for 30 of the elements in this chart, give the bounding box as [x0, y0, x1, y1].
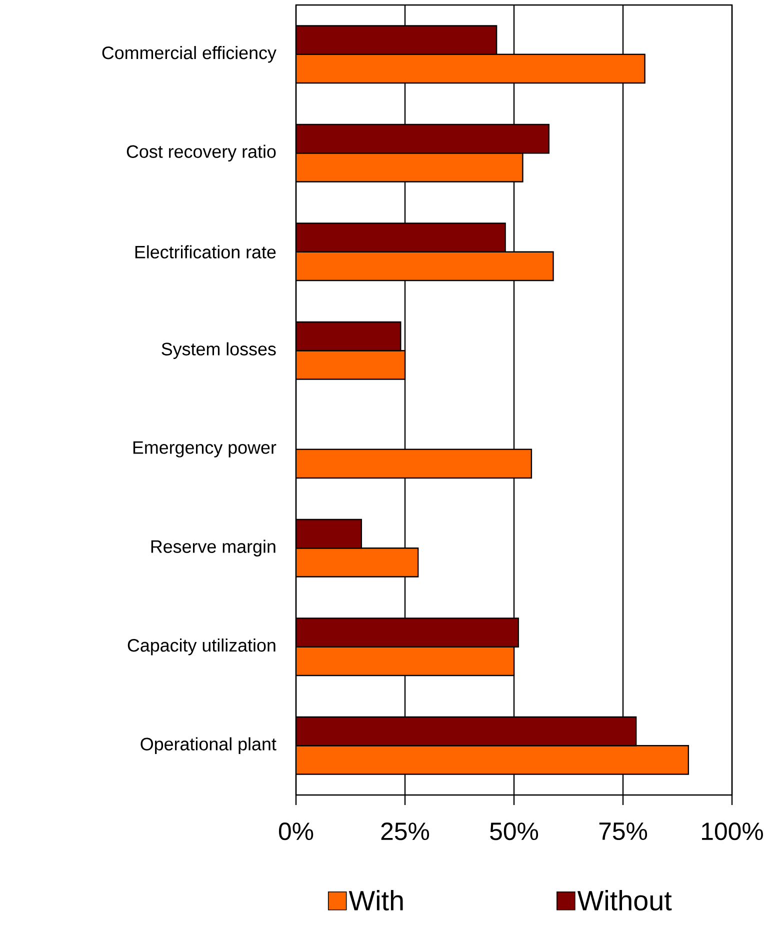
y-tick-label: Operational plant	[140, 737, 276, 754]
y-tick-label: Electrification rate	[135, 245, 276, 258]
y-tick-label: Emergency power	[133, 441, 276, 458]
x-tick-label: 25%	[381, 822, 430, 840]
bar	[296, 745, 690, 775]
y-tick-label: Cost recovery ratio	[126, 144, 276, 162]
bar	[296, 222, 506, 252]
bar	[296, 618, 519, 648]
bar	[296, 716, 637, 746]
y-tick-label: Commercial efficiency	[102, 46, 276, 63]
x-tick-label: 75%	[599, 822, 648, 840]
bar	[296, 321, 402, 352]
bar	[296, 646, 515, 676]
bar	[296, 350, 406, 380]
bar	[296, 251, 554, 282]
bar	[296, 152, 524, 182]
legend-label: With	[348, 890, 403, 910]
y-tick-label: System losses	[162, 342, 276, 359]
bar	[296, 25, 498, 55]
legend-label: Without	[577, 890, 672, 911]
bar	[296, 548, 419, 578]
y-tick-label: Reserve margin	[151, 540, 276, 556]
bar	[296, 518, 362, 549]
x-tick-label: 50%	[490, 822, 538, 840]
x-tick-label: 100%	[702, 822, 763, 840]
y-tick-label: Capacity utilization	[128, 638, 276, 656]
bar	[296, 54, 646, 84]
x-tick-label: 0%	[278, 822, 314, 840]
bar	[296, 124, 550, 154]
bar	[296, 448, 532, 479]
